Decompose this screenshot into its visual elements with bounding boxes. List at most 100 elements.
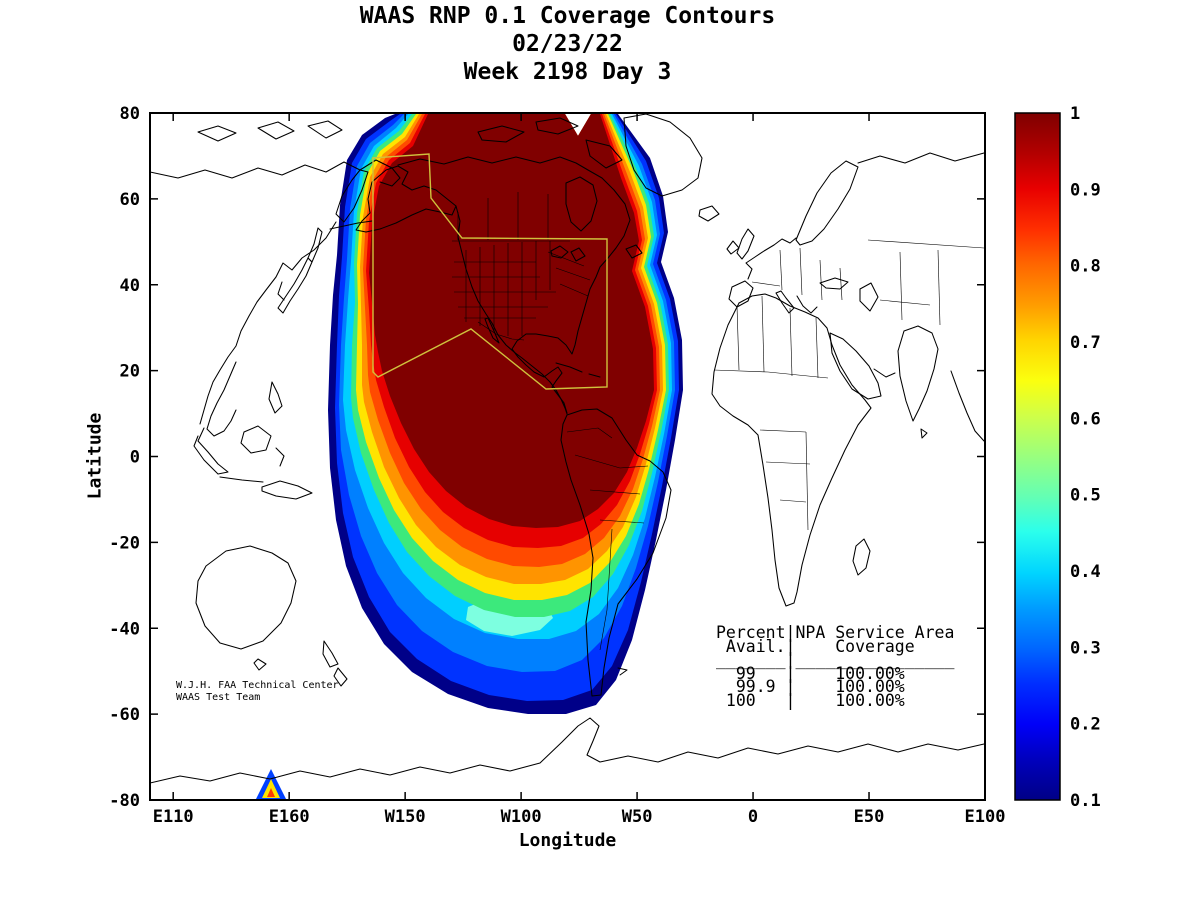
x-tick-label: W150 bbox=[385, 807, 426, 827]
country-border-path bbox=[767, 371, 829, 379]
y-tick-label: 40 bbox=[120, 276, 140, 296]
y-tick-label: 0 bbox=[130, 448, 140, 468]
coastline-path bbox=[775, 290, 795, 314]
coastline-path bbox=[199, 221, 337, 425]
coastline-path bbox=[307, 120, 343, 139]
coastline-path bbox=[253, 658, 267, 671]
country-border-path bbox=[879, 299, 931, 306]
x-tick-label: E160 bbox=[269, 807, 310, 827]
country-border-path bbox=[937, 249, 941, 326]
country-border-path bbox=[779, 499, 807, 503]
y-tick-label: -40 bbox=[109, 619, 140, 639]
coastline-path bbox=[796, 295, 818, 314]
coastline-path bbox=[150, 159, 401, 187]
x-tick-label: E50 bbox=[854, 807, 885, 827]
coastline-path bbox=[355, 165, 457, 233]
npa-service-area-outline bbox=[372, 153, 608, 390]
country-border-path bbox=[867, 239, 985, 249]
colorbar-tick-label: 0.8 bbox=[1070, 257, 1101, 277]
country-border-path bbox=[566, 427, 613, 439]
coastline-path bbox=[307, 227, 323, 263]
colorbar-tick-label: 0.4 bbox=[1070, 562, 1101, 582]
x-tick-label: 0 bbox=[748, 807, 758, 827]
coastline-path bbox=[322, 640, 339, 668]
country-border-path bbox=[599, 519, 645, 524]
coastline-path bbox=[550, 245, 569, 259]
coastline-path bbox=[555, 362, 583, 373]
coastline-path bbox=[535, 117, 579, 135]
coastline-path bbox=[698, 205, 720, 222]
x-tick-label: E110 bbox=[153, 807, 194, 827]
y-tick-label: -20 bbox=[109, 533, 140, 553]
country-border-path bbox=[574, 454, 649, 469]
coastline-path bbox=[852, 538, 871, 576]
coastline-path bbox=[277, 257, 313, 314]
country-border-path bbox=[559, 283, 589, 297]
country-border-path bbox=[751, 281, 781, 287]
y-tick-label: 60 bbox=[120, 190, 140, 210]
colorbar-tick-label: 0.2 bbox=[1070, 715, 1101, 735]
coastline-path bbox=[197, 125, 237, 142]
x-tick-label: E100 bbox=[965, 807, 1006, 827]
coastline-path bbox=[261, 480, 313, 500]
coastline-path bbox=[588, 373, 601, 378]
country-border-path bbox=[899, 251, 903, 321]
country-border-path bbox=[555, 267, 591, 281]
coastline-path bbox=[950, 370, 985, 442]
x-tick-label: W50 bbox=[622, 807, 653, 827]
coastline-path bbox=[617, 667, 628, 676]
coastline-path bbox=[477, 125, 525, 143]
coastline-path bbox=[859, 282, 879, 312]
coastline-path bbox=[570, 247, 586, 262]
country-border-path bbox=[477, 321, 525, 341]
coastline-path bbox=[397, 156, 589, 171]
y-tick-label: -60 bbox=[109, 705, 140, 725]
coastline-path bbox=[268, 381, 283, 414]
coastline-path bbox=[736, 228, 755, 260]
country-border-path bbox=[789, 307, 793, 377]
colorbar-tick-label: 1 bbox=[1070, 104, 1080, 124]
contour-layer bbox=[256, 114, 683, 799]
coastline-path bbox=[565, 176, 598, 232]
coastline-path bbox=[193, 427, 229, 475]
contour-level-1 bbox=[369, 114, 654, 528]
x-tick-label: W100 bbox=[501, 807, 542, 827]
coastline-path bbox=[920, 428, 928, 439]
coastline-path bbox=[150, 717, 985, 784]
coastline-path bbox=[206, 361, 237, 437]
country-border-path bbox=[765, 461, 811, 465]
coastline-path bbox=[819, 277, 849, 290]
coastline-path bbox=[726, 240, 740, 255]
country-border-path bbox=[759, 429, 807, 433]
colorbar-tick-label: 0.6 bbox=[1070, 409, 1101, 429]
availability-table-text: Percent|NPA Service Area Avail.| Coverag… bbox=[716, 623, 955, 710]
y-axis-label: Latitude bbox=[84, 412, 106, 500]
coastline-path bbox=[897, 325, 939, 422]
coastline-path bbox=[195, 545, 297, 650]
coastline-path bbox=[275, 447, 285, 467]
coastline-path bbox=[711, 293, 872, 607]
country-border-path bbox=[805, 431, 809, 531]
country-border-path bbox=[547, 251, 585, 267]
coastline-path bbox=[240, 425, 272, 454]
colorbar-tick-label: 0.1 bbox=[1070, 791, 1101, 811]
x-axis-label: Longitude bbox=[518, 830, 617, 851]
colorbar-tick-label: 0.9 bbox=[1070, 180, 1101, 200]
country-border-path bbox=[736, 305, 740, 371]
coastline-path bbox=[333, 667, 348, 687]
basemap-layer bbox=[150, 113, 985, 784]
country-border-path bbox=[589, 489, 641, 495]
y-tick-label: 20 bbox=[120, 362, 140, 382]
chart-title-line1: WAAS RNP 0.1 Coverage Contours bbox=[359, 3, 776, 29]
credit-text: W.J.H. FAA Technical Center WAAS Test Te… bbox=[176, 680, 339, 703]
colorbar-tick-label: 0.3 bbox=[1070, 638, 1101, 658]
coastline-path bbox=[585, 139, 623, 169]
coastline-path bbox=[829, 332, 882, 400]
chart-title-block: WAAS RNP 0.1 Coverage Contours 02/23/22 … bbox=[150, 2, 985, 86]
colorbar bbox=[1014, 112, 1061, 801]
coastline-path bbox=[745, 237, 797, 280]
coastline-path bbox=[335, 169, 369, 223]
country-border-path bbox=[815, 317, 819, 379]
